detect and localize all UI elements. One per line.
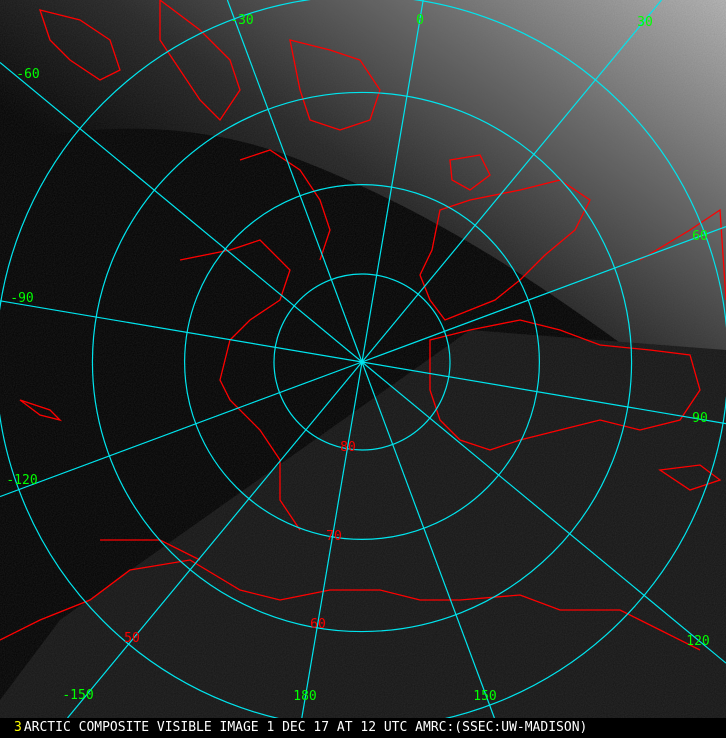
longitude-label: -30 [230, 13, 253, 28]
meridian--60 [0, 62, 363, 363]
longitude-label: -90 [10, 291, 33, 306]
longitude-label: 180 [293, 689, 316, 704]
coastlines [0, 0, 726, 651]
longitude-label: 90 [692, 411, 708, 426]
longitude-label: 30 [637, 15, 653, 30]
meridian-0 [361, 0, 424, 363]
longitude-label: 0 [416, 13, 424, 28]
latitude-circle-70 [184, 184, 540, 540]
latitude-label: 60 [310, 617, 326, 632]
meridian-120 [361, 361, 726, 664]
latitude-label: 50 [124, 631, 140, 646]
longitude-label: -120 [6, 473, 37, 488]
longitude-label: -150 [62, 688, 93, 703]
meridian--90 [0, 300, 363, 363]
latitude-circle-80 [273, 273, 451, 451]
meridian--30 [226, 0, 363, 363]
caption-text: ARCTIC COMPOSITE VISIBLE IMAGE 1 DEC 17 … [23, 720, 588, 735]
image-caption: 3 ARCTIC COMPOSITE VISIBLE IMAGE 1 DEC 17… [0, 718, 726, 738]
longitude-label: 150 [473, 689, 496, 704]
meridian--150 [67, 361, 363, 719]
meridian-90 [361, 361, 726, 425]
latitude-circle-60 [91, 91, 633, 633]
longitude-label: -60 [16, 67, 39, 82]
meridian--120 [0, 361, 363, 498]
frame-number: 3 [14, 720, 22, 735]
latitude-label: 80 [340, 440, 356, 455]
longitude-label: 60 [692, 229, 708, 244]
meridian-60 [361, 226, 726, 363]
meridian-180 [301, 361, 363, 719]
graticule-labels: 0 30 60 90 120 150 180 -150 -120 -90 -60 -30 80 70 60 5… [6, 13, 709, 704]
meridian-150 [361, 361, 495, 719]
meridian-30 [361, 0, 662, 363]
longitude-label: 120 [686, 634, 709, 649]
latitude-label: 70 [326, 529, 342, 544]
